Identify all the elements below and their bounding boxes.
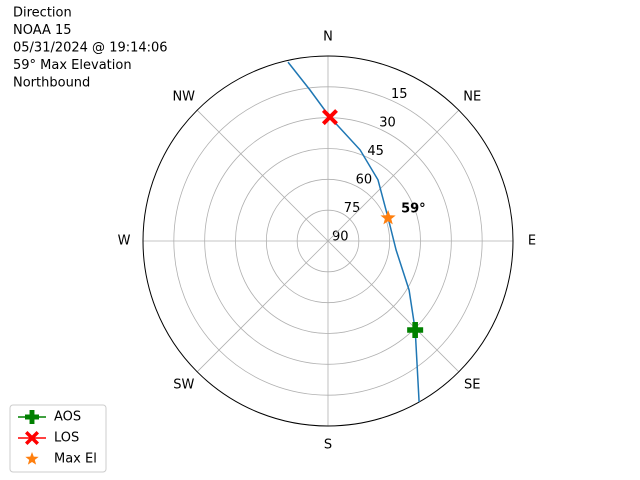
r-tick-label: 15 xyxy=(391,87,408,102)
outer-circle xyxy=(142,55,514,427)
grid-line xyxy=(327,109,460,242)
title-line: Direction xyxy=(13,6,72,21)
marker xyxy=(380,209,396,225)
theta-tick-label: E xyxy=(528,234,536,249)
theta-tick-label: SW xyxy=(173,378,194,393)
title-line: 59° Max Elevation xyxy=(13,58,132,73)
legend: AOS LOS Max El xyxy=(9,404,107,473)
theta-tick-label: S xyxy=(324,438,332,453)
legend-marker xyxy=(25,410,39,424)
grid-line xyxy=(196,240,329,373)
track-line xyxy=(287,61,420,403)
theta-tick-label: NE xyxy=(463,89,481,104)
legend-label: AOS xyxy=(54,410,81,425)
legend-marker xyxy=(25,431,39,445)
title-line: Northbound xyxy=(13,76,90,91)
title-line: 05/31/2024 @ 19:14:06 xyxy=(13,41,168,56)
r-tick-label: 30 xyxy=(379,116,396,131)
legend-marker xyxy=(25,452,39,465)
legend-label: Max El xyxy=(54,452,97,467)
grid-line xyxy=(327,240,460,373)
theta-tick-label: W xyxy=(118,234,131,249)
marker xyxy=(321,109,338,126)
r-tick-label: 90 xyxy=(332,230,349,245)
grid-line xyxy=(196,109,329,242)
r-tick-label: 60 xyxy=(356,173,373,188)
title-line: NOAA 15 xyxy=(13,23,72,38)
r-tick-label: 75 xyxy=(344,201,361,216)
theta-tick-label: N xyxy=(323,30,333,45)
theta-tick-label: SE xyxy=(464,378,480,393)
theta-tick-label: NW xyxy=(172,89,195,104)
r-tick-label: 45 xyxy=(367,144,384,159)
marker xyxy=(407,321,424,338)
annotation: 59° xyxy=(401,201,426,216)
legend-label: LOS xyxy=(54,431,79,446)
